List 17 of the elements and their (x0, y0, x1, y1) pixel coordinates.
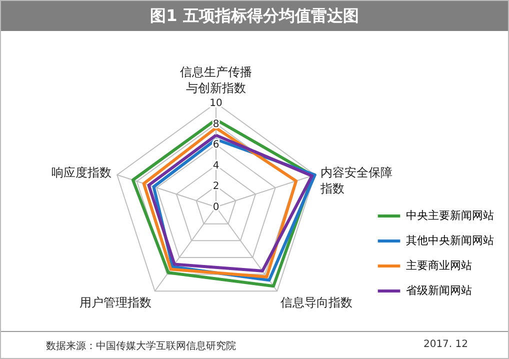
legend-label: 中央主要新闻网站 (406, 209, 494, 222)
spoke-label: 响应度指数 (51, 165, 112, 180)
spoke-label: 信息生产传播与创新指数 (180, 65, 252, 95)
y-tick-label: 2 (212, 181, 220, 192)
legend-label: 其他中央新闻网站 (406, 234, 494, 247)
source-note: 数据来源：中国传媒大学互联网信息研究院 (46, 340, 236, 353)
spoke-label: 信息导向指数 (280, 296, 353, 310)
legend-label: 省级新闻网站 (406, 284, 472, 297)
y-tick-label: 10 (210, 98, 222, 109)
y-tick-label: 6 (212, 140, 220, 151)
y-tick-label: 0 (212, 202, 220, 213)
legend-label: 主要商业网站 (406, 259, 472, 272)
spoke-label: 内容安全保障指数 (320, 165, 393, 196)
spoke-label: 用户管理指数 (79, 296, 152, 310)
text: 2017. 12 (423, 339, 468, 350)
chart-title: 图1 五项指标得分均值雷达图 (1, 1, 508, 31)
y-tick-label: 4 (212, 160, 220, 172)
